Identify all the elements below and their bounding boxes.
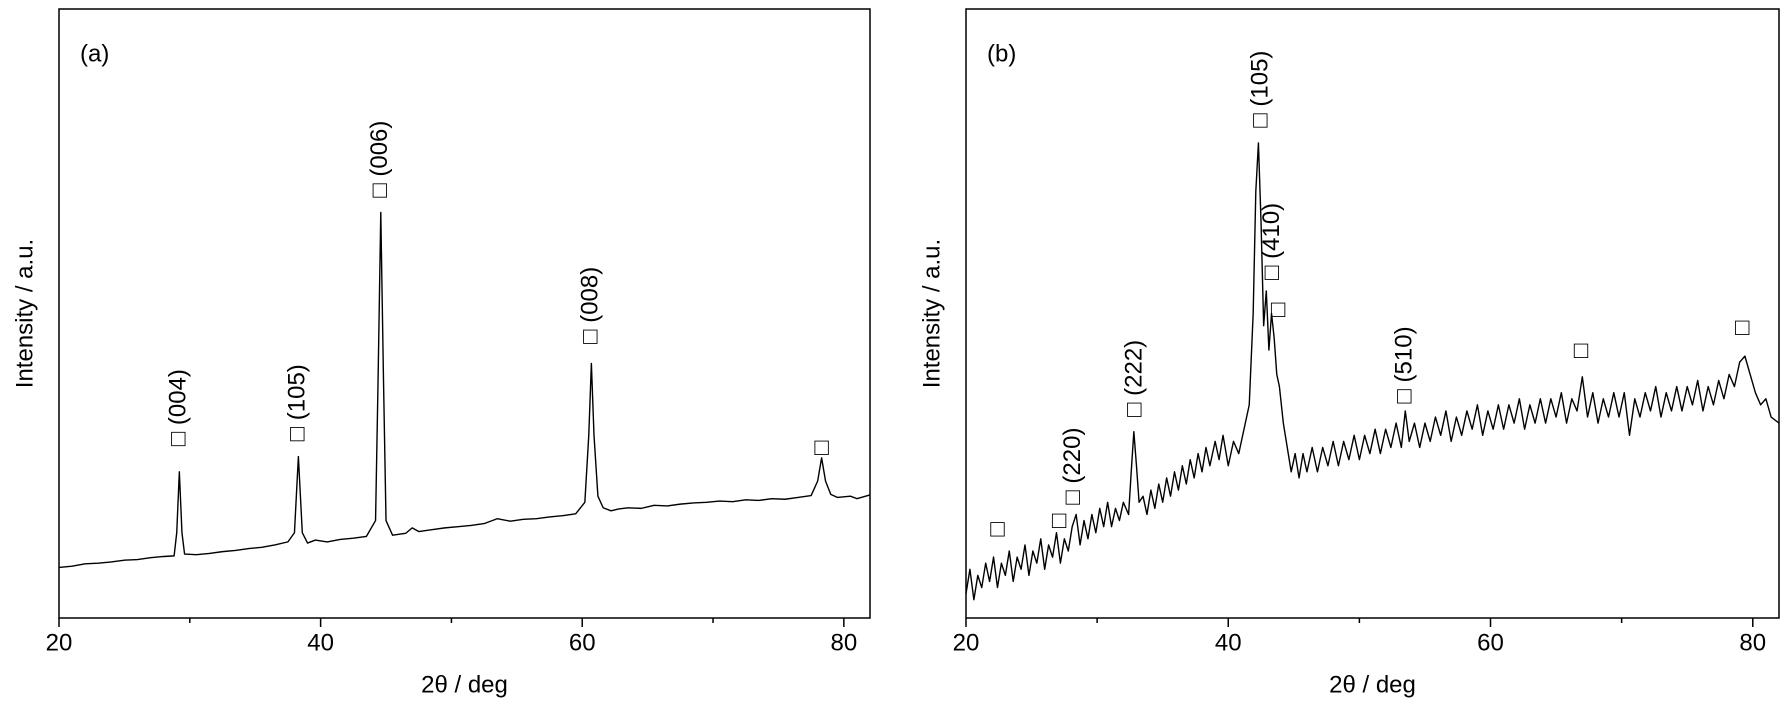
x-axis-label: 2θ / deg bbox=[1329, 671, 1416, 698]
x-tick-label: 60 bbox=[569, 629, 596, 656]
xrd-trace bbox=[58, 211, 871, 569]
x-tick-label: 80 bbox=[1739, 629, 1766, 656]
panel-label: (b) bbox=[987, 40, 1016, 67]
xrd-trace bbox=[965, 142, 1780, 601]
y-axis-label: Intensity / a.u. bbox=[11, 239, 38, 388]
x-tick-label: 20 bbox=[953, 629, 980, 656]
x-tick-label: 60 bbox=[1477, 629, 1504, 656]
panel: 20 40 60 80 (a) 2θ / deg Intensity / a.u. □ (00… bbox=[11, 8, 871, 698]
peak-annotation: □ (004) bbox=[165, 369, 192, 446]
x-tick-label: 40 bbox=[1215, 629, 1242, 656]
peak-annotation: □ bbox=[814, 434, 829, 461]
peak-annotation: □ (410) bbox=[1258, 203, 1285, 280]
peak-annotation: □ (510) bbox=[1391, 326, 1418, 403]
peak-annotation: □ (105) bbox=[284, 364, 311, 441]
x-axis-label: 2θ / deg bbox=[421, 671, 508, 698]
peak-annotation: □ bbox=[990, 516, 1005, 543]
peak-annotation: □ (008) bbox=[577, 267, 604, 344]
x-tick-label: 40 bbox=[307, 629, 334, 656]
y-axis-label: Intensity / a.u. bbox=[918, 239, 945, 388]
peak-annotation: □ bbox=[1735, 314, 1750, 341]
x-tick-label: 80 bbox=[830, 629, 857, 656]
peak-annotation: □ (220) bbox=[1059, 428, 1086, 505]
peak-annotation: □ (222) bbox=[1121, 340, 1148, 417]
panel-label: (a) bbox=[80, 40, 109, 67]
plot-frame bbox=[965, 8, 1780, 619]
x-tick-label: 20 bbox=[46, 629, 73, 656]
peak-annotation: □ bbox=[1574, 337, 1589, 364]
peak-annotation: □ bbox=[1271, 296, 1286, 323]
peak-annotation: □ (105) bbox=[1246, 51, 1273, 128]
plot-frame bbox=[58, 8, 871, 619]
peak-annotation: □ (006) bbox=[366, 121, 393, 198]
peak-annotation: □ bbox=[1052, 507, 1067, 534]
